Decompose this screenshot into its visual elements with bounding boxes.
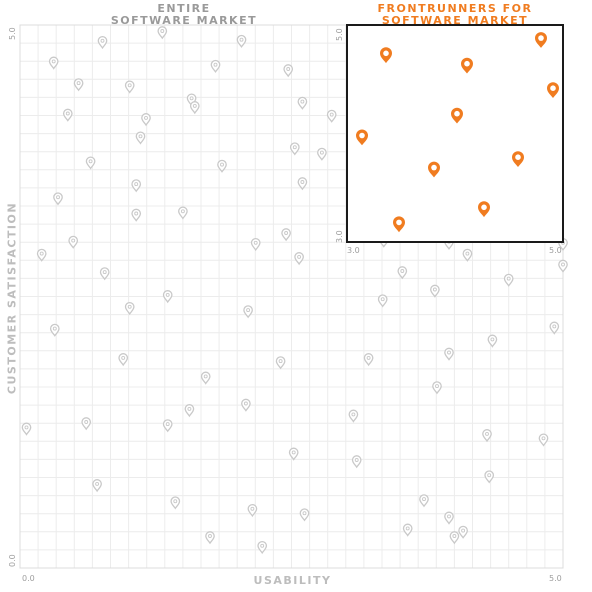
market-data-point	[124, 80, 135, 94]
market-data-point	[458, 525, 468, 539]
market-data-point	[283, 64, 294, 78]
market-data-point	[200, 371, 211, 385]
market-data-point	[297, 96, 308, 110]
market-data-point	[141, 113, 151, 127]
right-header-line-1: FRONTRUNNERS FOR	[377, 2, 533, 15]
frontrunner-data-point	[380, 47, 392, 64]
market-data-point	[402, 523, 413, 537]
left-header-line-1: ENTIRE	[157, 2, 211, 15]
market-data-point	[81, 417, 92, 431]
market-data-point	[49, 323, 60, 337]
main-x-tick-min: 0.0	[22, 574, 35, 583]
market-data-point	[462, 248, 473, 262]
frontrunner-data-point	[428, 161, 440, 178]
market-data-point	[487, 334, 498, 348]
market-data-point	[236, 34, 247, 48]
market-data-point	[444, 511, 454, 525]
market-data-point	[288, 447, 299, 461]
inset-y-tick-max: 5.0	[335, 28, 344, 41]
market-data-point	[250, 237, 261, 252]
market-data-point	[432, 381, 442, 395]
y-axis-title: CUSTOMER SATISFACTION	[5, 201, 19, 395]
left-chart-header: ENTIRE SOFTWARE MARKET	[84, 3, 284, 27]
market-data-point	[178, 206, 188, 220]
market-data-point	[348, 409, 359, 423]
market-data-point	[162, 419, 173, 433]
market-data-point	[419, 494, 429, 508]
market-data-point	[62, 108, 73, 122]
market-data-point	[97, 35, 108, 50]
market-data-point	[299, 508, 310, 522]
market-data-point	[377, 294, 388, 308]
market-data-point	[85, 156, 96, 170]
market-data-point	[430, 284, 440, 298]
frontrunner-data-point	[461, 57, 473, 74]
x-axis-title: USABILITY	[253, 574, 332, 587]
market-data-point	[99, 267, 110, 281]
market-data-point	[36, 248, 47, 262]
market-data-point	[217, 159, 227, 173]
market-data-point	[131, 179, 142, 193]
market-data-point	[444, 347, 454, 361]
right-header-line-2: SOFTWARE MARKET	[381, 14, 529, 27]
market-data-point	[294, 252, 304, 266]
main-y-tick-max: 5.0	[8, 27, 17, 40]
frontrunner-data-point	[478, 201, 490, 218]
market-data-point	[538, 433, 549, 447]
market-data-point	[257, 540, 268, 555]
market-data-point	[317, 147, 327, 161]
market-data-point	[482, 429, 492, 443]
frontrunner-data-point	[547, 82, 559, 98]
market-data-point	[53, 192, 63, 206]
market-data-point	[48, 56, 59, 70]
market-data-point	[184, 404, 195, 418]
market-data-point	[68, 235, 79, 249]
inset-frame	[346, 24, 564, 243]
market-data-point	[170, 496, 181, 510]
market-data-point	[241, 398, 251, 412]
market-data-point	[363, 353, 374, 367]
market-data-point	[326, 109, 337, 123]
market-data-point	[92, 479, 102, 493]
market-data-point	[135, 131, 146, 145]
frontrunner-data-point	[451, 107, 463, 124]
market-data-point	[73, 78, 84, 92]
market-data-point	[157, 26, 168, 40]
market-data-point	[243, 305, 253, 319]
market-data-point	[275, 356, 286, 370]
market-data-point	[118, 353, 129, 367]
market-data-point	[297, 177, 308, 191]
market-data-point	[162, 290, 173, 304]
market-data-point	[549, 321, 560, 335]
inset-x-tick-min: 3.0	[347, 246, 360, 255]
main-y-tick-min: 0.0	[8, 554, 17, 567]
inset-y-tick-min: 3.0	[335, 230, 344, 243]
market-data-point	[351, 455, 362, 469]
market-data-point	[449, 531, 460, 545]
market-data-point	[558, 259, 568, 273]
market-data-point	[503, 273, 514, 287]
market-data-point	[124, 301, 135, 316]
market-data-point	[210, 59, 221, 73]
frontrunner-data-point	[356, 129, 368, 146]
inset-x-tick-max: 5.0	[549, 246, 562, 255]
frontrunner-data-point	[512, 151, 524, 167]
market-data-point	[189, 101, 200, 115]
market-data-point	[205, 531, 215, 545]
right-chart-header: FRONTRUNNERS FOR SOFTWARE MARKET	[355, 3, 555, 27]
left-header-line-2: SOFTWARE MARKET	[110, 14, 258, 27]
market-data-point	[281, 228, 291, 242]
market-data-point	[289, 142, 300, 156]
frontrunner-data-point	[535, 32, 547, 48]
frontrunner-data-point	[393, 216, 405, 233]
main-x-tick-max: 5.0	[549, 574, 562, 583]
market-data-point	[397, 266, 408, 280]
main-plot-frame	[19, 24, 564, 569]
market-data-point	[484, 470, 495, 484]
market-data-point	[131, 208, 142, 222]
market-data-point	[21, 422, 32, 436]
market-data-point	[247, 503, 258, 518]
